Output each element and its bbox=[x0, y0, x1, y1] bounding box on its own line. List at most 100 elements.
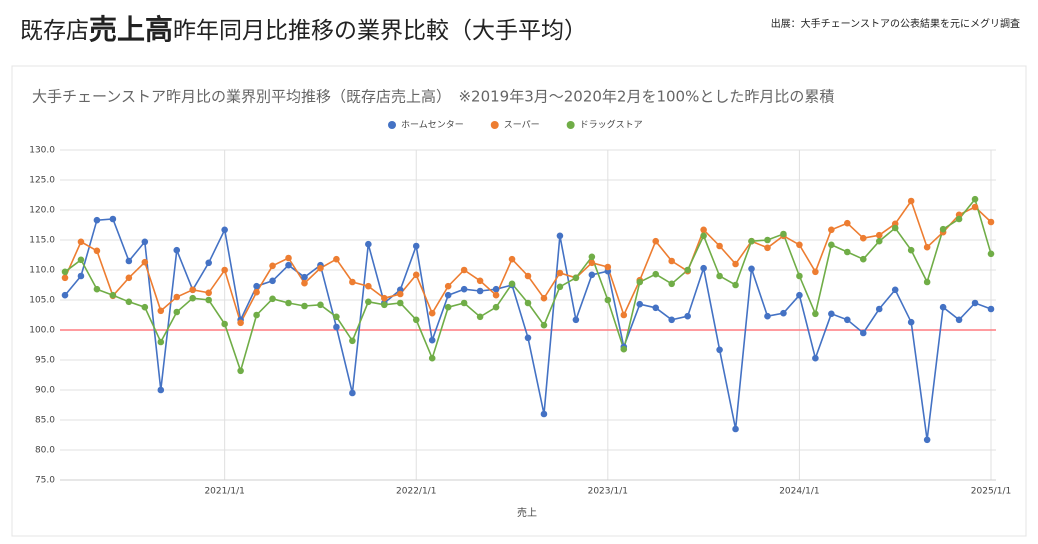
data-point bbox=[540, 321, 548, 329]
data-point bbox=[652, 304, 660, 312]
x-tick-label: 2024/1/1 bbox=[779, 487, 819, 497]
data-point bbox=[93, 247, 101, 255]
data-point bbox=[173, 308, 181, 316]
data-point bbox=[173, 293, 181, 301]
data-point bbox=[859, 329, 867, 337]
data-point bbox=[556, 232, 564, 240]
data-point bbox=[748, 265, 755, 273]
x-axis-label: 売上 bbox=[517, 506, 537, 519]
y-tick-label: 125.0 bbox=[29, 176, 55, 186]
data-point bbox=[572, 316, 580, 324]
data-point bbox=[604, 296, 612, 304]
data-point bbox=[285, 254, 292, 262]
data-point bbox=[875, 237, 883, 245]
data-point bbox=[764, 312, 771, 320]
data-point bbox=[668, 316, 675, 324]
data-point bbox=[987, 305, 995, 313]
data-point bbox=[796, 241, 803, 249]
data-point bbox=[923, 243, 931, 251]
data-point bbox=[349, 278, 356, 286]
data-point bbox=[652, 270, 660, 278]
data-point bbox=[828, 310, 835, 318]
data-point bbox=[253, 311, 260, 319]
data-point bbox=[476, 277, 484, 285]
data-point bbox=[492, 285, 500, 293]
data-point bbox=[476, 313, 484, 321]
data-point bbox=[237, 367, 244, 375]
y-tick-label: 100.0 bbox=[29, 326, 55, 336]
legend-label: ホームセンター bbox=[401, 120, 464, 131]
chart-frame bbox=[11, 65, 1027, 537]
data-point bbox=[428, 309, 436, 317]
data-point bbox=[859, 234, 867, 242]
data-point bbox=[844, 316, 851, 324]
data-point bbox=[221, 266, 228, 274]
data-point bbox=[365, 298, 372, 306]
data-point bbox=[269, 262, 276, 270]
data-point bbox=[460, 299, 468, 307]
data-point bbox=[460, 285, 468, 293]
data-point bbox=[141, 303, 149, 311]
data-point bbox=[732, 425, 739, 433]
data-point bbox=[205, 259, 212, 267]
y-tick-label: 105.0 bbox=[29, 296, 55, 306]
data-point bbox=[764, 244, 771, 252]
data-point bbox=[444, 291, 452, 299]
data-point bbox=[189, 286, 197, 294]
data-point bbox=[269, 277, 276, 285]
data-point bbox=[971, 195, 979, 203]
data-point bbox=[700, 226, 707, 234]
data-point bbox=[780, 309, 787, 317]
data-point bbox=[891, 286, 899, 294]
y-tick-label: 80.0 bbox=[35, 446, 55, 456]
y-tick-label: 85.0 bbox=[35, 416, 55, 426]
data-point bbox=[939, 303, 947, 311]
data-point bbox=[396, 290, 404, 298]
data-point bbox=[828, 226, 835, 234]
data-point bbox=[524, 272, 532, 280]
data-point bbox=[556, 283, 564, 291]
data-point bbox=[923, 278, 931, 286]
data-point bbox=[444, 303, 452, 311]
data-point bbox=[109, 215, 117, 223]
data-point bbox=[61, 291, 69, 299]
data-point bbox=[524, 334, 532, 342]
y-tick-label: 110.0 bbox=[29, 266, 55, 276]
chart-subtitle: 大手チェーンストア昨月比の業界別平均推移（既存店売上高） ※2019年3月～20… bbox=[32, 88, 834, 106]
data-point bbox=[907, 246, 915, 254]
data-point bbox=[604, 263, 612, 271]
data-point bbox=[77, 256, 85, 264]
data-point bbox=[939, 225, 947, 233]
data-point bbox=[381, 294, 388, 302]
data-point bbox=[844, 248, 851, 256]
data-point bbox=[891, 224, 899, 232]
x-tick-label: 2025/1/1 bbox=[971, 487, 1011, 497]
data-point bbox=[93, 216, 101, 224]
data-point bbox=[109, 291, 117, 299]
data-point bbox=[812, 310, 819, 318]
data-point bbox=[157, 386, 165, 394]
legend-marker bbox=[566, 121, 575, 129]
data-point bbox=[125, 257, 133, 265]
data-point bbox=[269, 295, 276, 303]
page-title: 既存店売上高昨年同月比推移の業界比較（大手平均） bbox=[20, 13, 587, 46]
data-point bbox=[780, 230, 787, 238]
data-point bbox=[971, 203, 979, 211]
data-point bbox=[556, 269, 564, 277]
data-point bbox=[253, 282, 260, 290]
data-point bbox=[492, 303, 500, 311]
data-point bbox=[636, 278, 644, 286]
data-point bbox=[365, 240, 372, 248]
data-point bbox=[652, 237, 660, 245]
y-tick-label: 130.0 bbox=[29, 146, 55, 156]
data-point bbox=[460, 266, 468, 274]
data-point bbox=[317, 301, 324, 309]
data-point bbox=[828, 241, 835, 249]
data-point bbox=[444, 282, 452, 290]
data-point bbox=[141, 258, 149, 266]
legend-label: ドラッグストア bbox=[580, 119, 643, 131]
data-point bbox=[349, 389, 356, 397]
data-point bbox=[812, 268, 819, 276]
data-point bbox=[859, 255, 867, 263]
x-tick-label: 2021/1/1 bbox=[204, 487, 244, 497]
